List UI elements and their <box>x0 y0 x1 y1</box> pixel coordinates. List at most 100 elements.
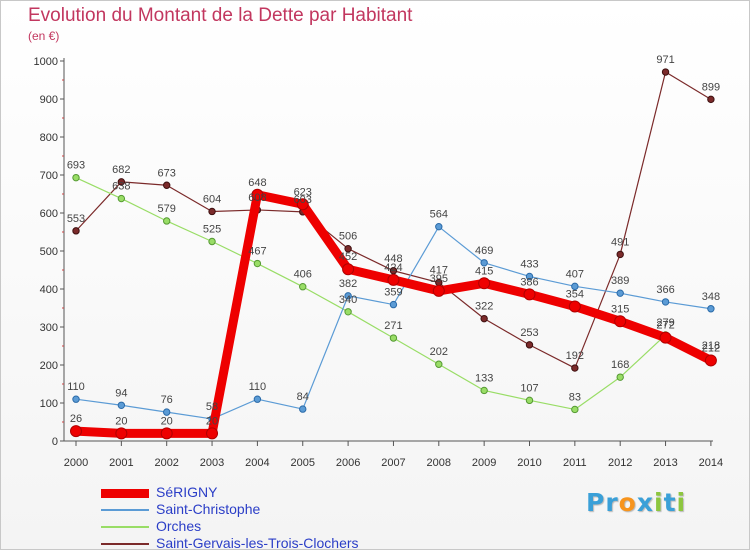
x-tick-label: 2004 <box>245 457 269 469</box>
data-label-1: 433 <box>520 258 538 270</box>
data-label-1: 76 <box>161 394 173 406</box>
legend-swatch <box>101 543 149 545</box>
data-point-2 <box>435 360 443 368</box>
data-label-2: 218 <box>702 340 720 352</box>
data-point-0 <box>614 315 627 328</box>
data-label-0: 623 <box>294 186 312 198</box>
data-label-1: 359 <box>384 287 402 299</box>
data-label-2: 638 <box>112 181 130 193</box>
proxiti-logo: Proxiti <box>586 488 686 517</box>
x-tick-label: 2012 <box>608 457 632 469</box>
data-label-1: 389 <box>611 275 629 287</box>
x-tick-label: 2009 <box>472 457 496 469</box>
data-label-3: 603 <box>294 194 312 206</box>
data-point-2 <box>525 396 534 405</box>
data-label-2: 83 <box>569 391 581 403</box>
y-tick-label: 500 <box>40 246 58 258</box>
data-point-1 <box>661 298 670 306</box>
data-point-3 <box>616 250 624 259</box>
data-point-2 <box>344 308 352 316</box>
data-point-3 <box>707 95 715 104</box>
logo-letter: i <box>676 488 687 517</box>
data-label-0: 20 <box>161 415 173 427</box>
x-tick-label: 2005 <box>291 457 315 469</box>
x-tick-label: 2010 <box>517 457 541 469</box>
y-tick-label: 800 <box>40 132 58 144</box>
data-label-3: 553 <box>67 213 85 225</box>
x-tick-label: 2007 <box>381 457 405 469</box>
legend-swatch <box>101 509 149 511</box>
logo-letter: t <box>663 488 677 517</box>
data-label-2: 271 <box>384 320 402 332</box>
logo-letter: P <box>586 488 606 517</box>
data-point-3 <box>163 181 171 189</box>
data-label-1: 407 <box>566 268 584 280</box>
data-point-0 <box>160 427 173 440</box>
data-point-0 <box>296 198 309 211</box>
legend-label: Saint-Christophe <box>156 501 261 517</box>
data-point-1 <box>253 395 262 403</box>
x-tick-label: 2013 <box>653 457 677 469</box>
data-label-0: 20 <box>206 415 218 427</box>
data-point-2 <box>253 259 262 268</box>
data-label-0: 272 <box>656 320 674 332</box>
data-label-3: 899 <box>702 81 720 93</box>
data-point-0 <box>206 427 219 440</box>
data-label-0: 386 <box>520 276 538 288</box>
data-label-2: 107 <box>520 382 538 394</box>
data-point-1 <box>299 405 307 413</box>
data-point-3 <box>525 341 534 349</box>
y-tick-label: 600 <box>40 208 58 220</box>
legend-swatch <box>101 526 149 528</box>
x-tick-label: 2014 <box>699 457 723 469</box>
data-label-2: 467 <box>248 246 266 258</box>
legend-label: SéRIGNY <box>156 484 218 500</box>
y-tick-label: 300 <box>40 322 58 334</box>
legend-label: Saint-Gervais-les-Trois-Clochers <box>156 535 359 551</box>
data-label-2: 693 <box>67 160 85 172</box>
x-tick-label: 2000 <box>64 457 88 469</box>
x-tick-label: 2001 <box>109 457 133 469</box>
logo-letter: x <box>636 488 654 517</box>
data-point-2 <box>72 173 80 182</box>
data-label-3: 604 <box>203 193 221 205</box>
data-label-0: 315 <box>611 303 629 315</box>
data-point-1 <box>525 272 534 281</box>
x-tick-label: 2006 <box>336 457 360 469</box>
data-point-1 <box>480 259 488 267</box>
data-point-0 <box>568 300 581 313</box>
data-point-2 <box>117 194 126 203</box>
y-tick-label: 400 <box>40 284 58 296</box>
data-label-0: 212 <box>702 342 720 354</box>
data-point-2 <box>480 386 488 395</box>
data-label-0: 354 <box>566 288 584 300</box>
y-tick-label: 1000 <box>34 56 58 68</box>
data-label-2: 168 <box>611 359 629 371</box>
data-label-1: 348 <box>702 291 720 303</box>
x-tick-label: 2008 <box>427 457 451 469</box>
data-point-1 <box>707 305 715 313</box>
data-label-3: 253 <box>520 327 538 339</box>
data-point-1 <box>117 401 126 409</box>
data-label-3: 417 <box>430 265 448 277</box>
logo-letter: o <box>618 488 637 517</box>
data-point-3 <box>344 245 352 253</box>
y-tick-label: 700 <box>40 170 58 182</box>
data-point-2 <box>571 405 579 414</box>
data-label-1: 469 <box>475 245 493 257</box>
x-tick-label: 2011 <box>563 457 587 469</box>
data-point-1 <box>571 282 579 291</box>
data-point-2 <box>389 334 398 342</box>
chart-title: Evolution du Montant de la Dette par Hab… <box>28 5 413 26</box>
data-label-3: 682 <box>112 164 130 176</box>
data-point-0 <box>659 331 672 344</box>
data-point-3 <box>661 68 670 76</box>
data-label-1: 564 <box>430 209 448 221</box>
data-label-3: 192 <box>566 350 584 362</box>
data-label-1: 110 <box>67 381 85 393</box>
data-point-2 <box>163 217 171 225</box>
data-label-3: 448 <box>384 253 402 265</box>
data-point-2 <box>299 283 307 291</box>
data-label-2: 406 <box>294 269 312 281</box>
